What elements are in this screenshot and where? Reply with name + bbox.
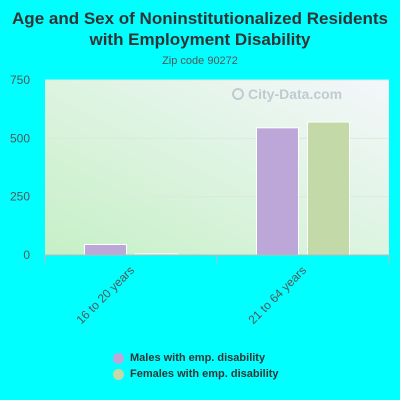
chart-subtitle: Zip code 90272	[162, 55, 238, 67]
legend-swatch-males	[113, 352, 124, 364]
legend-label-males: Males with emp. disability	[130, 352, 266, 364]
bar-females	[307, 121, 350, 256]
y-tick-label: 250	[10, 190, 30, 204]
watermark: City-Data.com	[232, 86, 342, 102]
legend-item-males: Males with emp. disability	[113, 350, 279, 366]
y-tick-label: 0	[23, 248, 30, 262]
magnifier-icon	[232, 88, 244, 100]
legend-label-females: Females with emp. disability	[130, 368, 279, 380]
chart-title: Age and Sex of Noninstitutionalized Resi…	[12, 9, 388, 49]
watermark-text: City-Data.com	[248, 86, 343, 102]
y-tick-label: 500	[10, 131, 30, 145]
legend-swatch-females	[113, 368, 124, 380]
x-tick-label: 21 to 64 years	[245, 263, 309, 327]
y-tick-label: 750	[10, 73, 30, 87]
x-tick-label: 16 to 20 years	[73, 263, 137, 327]
bar-males	[256, 127, 299, 256]
legend-item-females: Females with emp. disability	[113, 366, 279, 382]
bar-males	[84, 244, 127, 256]
legend: Males with emp. disability Females with …	[113, 350, 279, 382]
